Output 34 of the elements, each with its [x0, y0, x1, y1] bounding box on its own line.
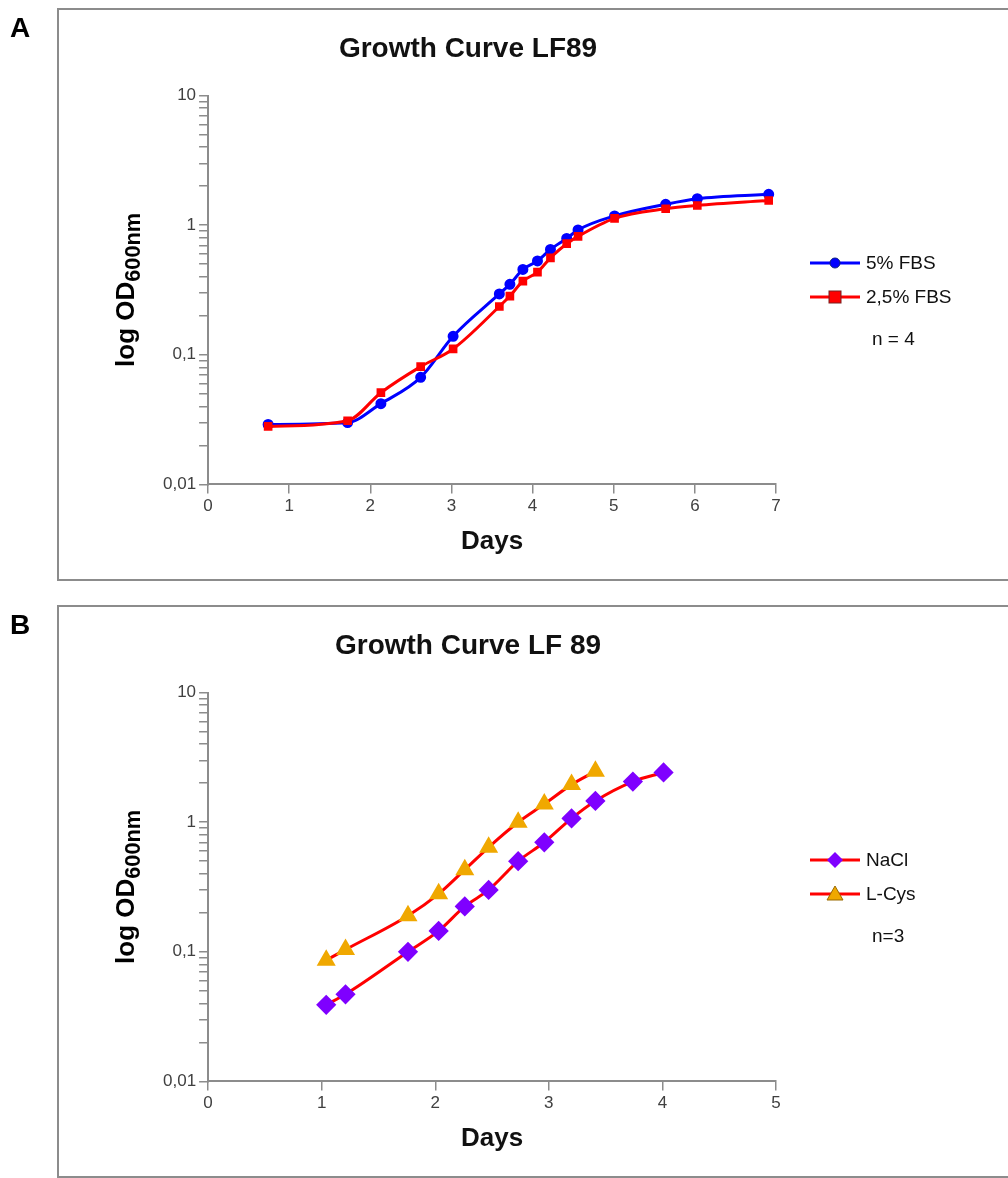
x-tick-label: 1 — [316, 1093, 327, 1113]
x-tick-label: 2 — [430, 1093, 440, 1113]
x-tick-label: 1 — [284, 496, 294, 516]
x-tick-label: 7 — [771, 496, 781, 516]
text: A — [10, 12, 31, 44]
x-tick-label: 3 — [446, 496, 457, 516]
x-tick-label: 4 — [527, 496, 538, 516]
chart-title: Growth Curve LF 89 — [334, 628, 602, 660]
y-tick-label: 1 — [186, 214, 197, 234]
y-tick-label: 0,01 — [162, 1071, 197, 1091]
x-tick-label: 5 — [771, 1093, 781, 1113]
text: B — [10, 609, 31, 641]
x-tick-label: 0 — [203, 496, 213, 516]
legend-label: L-Cys — [866, 883, 916, 905]
legend-label: 5% FBS — [866, 252, 936, 274]
legend-label: NaCl — [866, 849, 909, 871]
chart-title: Growth Curve LF89 — [338, 31, 598, 63]
x-tick-label: 6 — [690, 496, 700, 516]
y-tick-label: 1 — [186, 811, 197, 831]
y-tick-label: 10 — [177, 682, 197, 702]
y-tick-label: 0,1 — [172, 344, 197, 364]
y-tick-label: 10 — [177, 85, 197, 105]
x-axis-title: Days — [460, 1121, 524, 1152]
x-tick-label: 2 — [365, 496, 376, 516]
x-tick-label: 4 — [657, 1093, 668, 1113]
x-tick-label: 3 — [544, 1093, 554, 1113]
y-tick-label: 0,01 — [162, 474, 197, 494]
text: n=3 — [872, 925, 905, 947]
legend-label: 2,5% FBS — [866, 286, 952, 308]
y-tick-label: 0,1 — [172, 941, 197, 961]
x-tick-label: 5 — [609, 496, 619, 516]
text: n = 4 — [872, 328, 915, 350]
x-axis-title: Days — [460, 524, 524, 555]
x-tick-label: 0 — [203, 1093, 213, 1113]
